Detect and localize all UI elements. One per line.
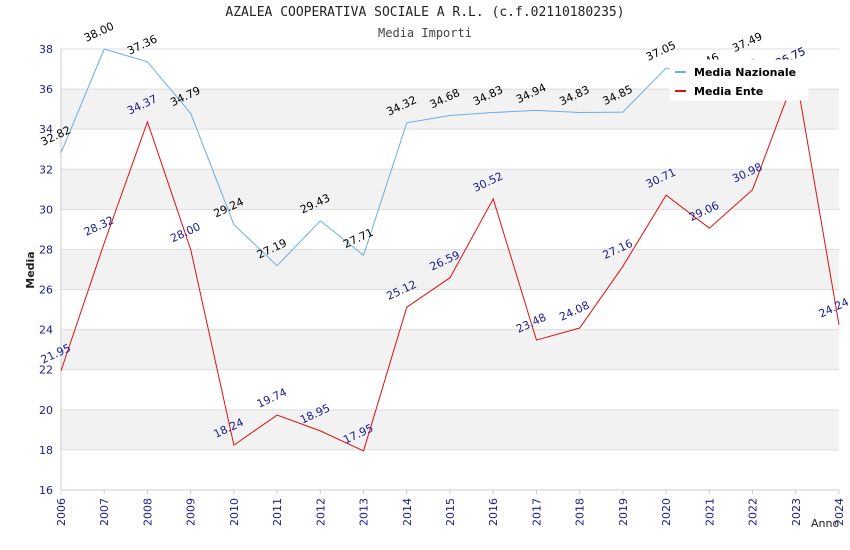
x-tick-label: 2019 (617, 498, 630, 526)
x-tick-label: 2022 (747, 498, 760, 526)
y-tick-label: 30 (39, 203, 53, 216)
x-tick-label: 2012 (314, 498, 327, 526)
x-axis-title: Anno (811, 517, 839, 530)
y-tick-label: 18 (39, 444, 53, 457)
grid-band (61, 369, 839, 410)
x-tick-label: 2023 (790, 498, 803, 526)
y-axis-title: Media (24, 251, 37, 288)
x-tick-label: 2007 (98, 498, 111, 526)
grid-band (61, 169, 839, 210)
x-tick-label: 2008 (141, 498, 154, 526)
y-tick-label: 22 (39, 364, 53, 377)
x-tick-label: 2018 (574, 498, 587, 526)
legend-box (669, 59, 809, 101)
x-tick-label: 2014 (401, 498, 414, 526)
x-tick-label: 2010 (228, 498, 241, 526)
x-tick-label: 2015 (444, 498, 457, 526)
x-tick-label: 2009 (185, 498, 198, 526)
y-tick-label: 24 (39, 324, 53, 337)
x-tick-label: 2013 (358, 498, 371, 526)
y-tick-label: 26 (39, 284, 53, 297)
y-tick-label: 38 (39, 43, 53, 56)
grid-band (61, 449, 839, 490)
y-tick-label: 28 (39, 243, 53, 256)
x-tick-label: 2011 (271, 498, 284, 526)
data-label: 38.00 (82, 20, 116, 45)
y-tick-label: 20 (39, 404, 53, 417)
x-tick-label: 2006 (55, 498, 68, 526)
x-tick-label: 2017 (530, 498, 543, 526)
grid-band (61, 409, 839, 450)
y-tick-label: 34 (39, 123, 53, 136)
x-tick-label: 2024 (833, 498, 846, 526)
x-tick-label: 2021 (703, 498, 716, 526)
chart-subtitle: Media Importi (378, 26, 472, 40)
grid-band (61, 249, 839, 290)
x-tick-label: 2016 (487, 498, 500, 526)
grid-band (61, 209, 839, 250)
grid-band (61, 129, 839, 170)
chart-title: AZALEA COOPERATIVA SOCIALE A R.L. (c.f.0… (225, 5, 625, 20)
y-tick-label: 36 (39, 83, 53, 96)
series-line-media-ente (60, 72, 840, 452)
x-tick-label: 2020 (660, 498, 673, 526)
legend-label: Media Nazionale (694, 66, 796, 79)
y-tick-label: 16 (39, 484, 53, 497)
legend-label: Media Ente (694, 85, 763, 98)
y-tick-label: 32 (39, 163, 53, 176)
grid-band (61, 329, 839, 370)
grid-band (61, 289, 839, 330)
